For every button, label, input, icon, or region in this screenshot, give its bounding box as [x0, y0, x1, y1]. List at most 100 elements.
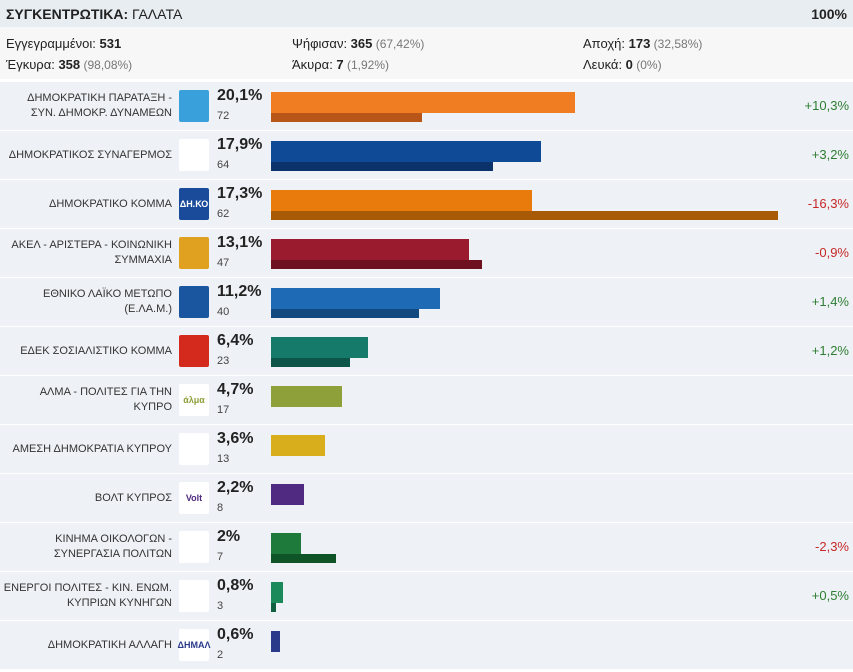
- party-name: ΑΛΜΑ - ΠΟΛΙΤΕΣ ΓΙΑ ΤΗΝ ΚΥΠΡΟ: [39, 386, 172, 413]
- previous-result-bar: [271, 554, 336, 563]
- current-result-bar: [271, 190, 533, 211]
- current-result-bar: [271, 141, 542, 162]
- party-name: ΔΗΜΟΚΡΑΤΙΚΟ ΚΟΜΜΑ: [49, 197, 172, 210]
- party-percent: 17,3%: [217, 185, 263, 202]
- party-votes: 8: [217, 502, 224, 514]
- change-value: +1,4%: [811, 294, 849, 309]
- party-row[interactable]: ΑΚΕΛ - ΑΡΙΣΤΕΡΑ - ΚΟΙΝΩΝΙΚΗ ΣΥΜΜΑΧΙΑ 13,1…: [0, 229, 853, 278]
- change-value: +1,2%: [811, 343, 849, 358]
- party-row[interactable]: ΕΘΝΙΚΟ ΛΑΪΚΟ ΜΕΤΩΠΟ (Ε.ΛΑ.Μ.) 11,2% 40 +1,4…: [0, 278, 853, 327]
- party-votes: 64: [217, 159, 230, 171]
- previous-result-bar: [271, 113, 422, 122]
- party-votes: 13: [217, 453, 230, 465]
- current-result-bar: [271, 435, 326, 456]
- elam-logo-icon: [179, 286, 209, 318]
- party-row[interactable]: ΑΜΕΣΗ ΔΗΜΟΚΡΑΤΙΑ ΚΥΠΡΟΥ 3,6% 13: [0, 425, 853, 474]
- party-votes: 62: [217, 208, 230, 220]
- party-row[interactable]: ΒΟΛΤ ΚΥΠΡΟΣ Volt 2,2% 8: [0, 474, 853, 523]
- previous-result-bar: [271, 260, 483, 269]
- previous-result-bar: [271, 211, 779, 220]
- valid-stat: Έγκυρα: 358 (98,08%): [6, 57, 133, 72]
- title-rest: ΓΑΛΑΤΑ: [128, 5, 183, 22]
- current-result-bar: [271, 239, 469, 260]
- party-name: ΔΗΜΟΚΡΑΤΙΚΗ ΑΛΛΑΓΗ: [47, 638, 172, 651]
- counted-percent: 100%: [811, 5, 847, 22]
- akel-logo-icon: [179, 237, 209, 269]
- voted-stat: Ψήφισαν: 365 (67,42%): [292, 36, 425, 51]
- party-name: ΔΗΜΟΚΡΑΤΙΚΗ ΠΑΡΑΤΑΞΗ - ΣΥΝ. ΔΗΜΟΚΡ. ΔΥΝΑ…: [27, 92, 172, 119]
- party-votes: 3: [217, 600, 224, 612]
- current-result-bar: [271, 631, 281, 652]
- party-name: ΔΗΜΟΚΡΑΤΙΚΟΣ ΣΥΝΑΓΕΡΜΟΣ: [8, 148, 172, 161]
- party-row[interactable]: ΕΝΕΡΓΟΙ ΠΟΛΙΤΕΣ - ΚΙΝ. ΕΝΩΜ. ΚΥΠΡΙΩΝ ΚΥΝ…: [0, 572, 853, 621]
- diko-logo-icon: ΔΗ.ΚΟ: [179, 188, 209, 220]
- invalid-stat: Άκυρα: 7 (1,92%): [292, 57, 390, 72]
- disy-logo-icon: [179, 139, 209, 171]
- change-value: +10,3%: [804, 98, 849, 113]
- title-bar: ΣΥΓΚΕΝΤΡΩΤΙΚΑ: ΓΑΛΑΤΑ 100%: [0, 0, 853, 27]
- edek-logo-icon: [179, 335, 209, 367]
- party-row[interactable]: ΑΛΜΑ - ΠΟΛΙΤΕΣ ΓΙΑ ΤΗΝ ΚΥΠΡΟ άλμα 4,7% 17: [0, 376, 853, 425]
- current-result-bar: [271, 533, 302, 554]
- abstain-stat: Αποχή: 173 (32,58%): [583, 36, 703, 51]
- energoi-logo-icon: [179, 580, 209, 612]
- previous-result-bar: [271, 358, 350, 367]
- dimal-logo-icon: ΔΗΜΑΛ: [178, 629, 210, 661]
- change-value: +3,2%: [811, 147, 849, 162]
- party-votes: 72: [217, 110, 230, 122]
- party-percent: 11,2%: [217, 283, 262, 300]
- previous-result-bar: [271, 309, 419, 318]
- ecologists-logo-icon: [179, 531, 209, 563]
- party-row[interactable]: ΔΗΜΟΚΡΑΤΙΚΟΣ ΣΥΝΑΓΕΡΜΟΣ 17,9% 64 +3,2%: [0, 131, 853, 180]
- party-percent: 3,6%: [217, 430, 254, 447]
- current-result-bar: [271, 484, 305, 505]
- party-percent: 2,2%: [217, 479, 254, 496]
- party-name: ΕΘΝΙΚΟ ΛΑΪΚΟ ΜΕΤΩΠΟ (Ε.ΛΑ.Μ.): [43, 288, 172, 315]
- party-name: ΑΜΕΣΗ ΔΗΜΟΚΡΑΤΙΑ ΚΥΠΡΟΥ: [12, 442, 172, 455]
- current-result-bar: [271, 288, 441, 309]
- title-bold: ΣΥΓΚΕΝΤΡΩΤΙΚΑ:: [6, 5, 129, 22]
- party-percent: 13,1%: [217, 234, 263, 251]
- volt-logo-icon: Volt: [179, 482, 209, 514]
- change-value: -2,3%: [815, 539, 849, 554]
- party-percent: 6,4%: [217, 332, 254, 349]
- party-votes: 17: [217, 404, 230, 416]
- page-title: ΣΥΓΚΕΝΤΡΩΤΙΚΑ: ΓΑΛΑΤΑ: [6, 6, 182, 22]
- registered-stat: Εγγεγραμμένοι: 531: [6, 36, 122, 51]
- party-row[interactable]: ΔΗΜΟΚΡΑΤΙΚΗ ΠΑΡΑΤΑΞΗ - ΣΥΝ. ΔΗΜΟΚΡ. ΔΥΝΑ…: [0, 82, 853, 131]
- previous-result-bar: [271, 162, 493, 171]
- party-row[interactable]: ΔΗΜΟΚΡΑΤΙΚΟ ΚΟΜΜΑ ΔΗ.ΚΟ 17,3% 62 -16,3%: [0, 180, 853, 229]
- party-votes: 23: [217, 355, 230, 367]
- current-result-bar: [271, 337, 368, 358]
- party-votes: 7: [217, 551, 224, 563]
- party-votes: 2: [217, 649, 224, 661]
- current-result-bar: [271, 386, 342, 407]
- party-percent: 2%: [217, 528, 241, 545]
- change-value: +0,5%: [811, 588, 849, 603]
- party-votes: 40: [217, 306, 230, 318]
- party-name: ΕΝΕΡΓΟΙ ΠΟΛΙΤΕΣ - ΚΙΝ. ΕΝΩΜ. ΚΥΠΡΙΩΝ ΚΥΝ…: [3, 582, 172, 609]
- party-name: ΑΚΕΛ - ΑΡΙΣΤΕΡΑ - ΚΟΙΝΩΝΙΚΗ ΣΥΜΜΑΧΙΑ: [11, 239, 172, 266]
- party-row[interactable]: ΔΗΜΟΚΡΑΤΙΚΗ ΑΛΛΑΓΗ ΔΗΜΑΛ 0,6% 2: [0, 621, 853, 670]
- party-row[interactable]: ΚΙΝΗΜΑ ΟΙΚΟΛΟΓΩΝ - ΣΥΝΕΡΓΑΣΙΑ ΠΟΛΙΤΩΝ 2% 7…: [0, 523, 853, 572]
- current-result-bar: [271, 582, 284, 603]
- party-name: ΕΔΕΚ ΣΟΣΙΑΛΙΣΤΙΚΟ ΚΟΜΜΑ: [20, 344, 172, 357]
- party-percent: 20,1%: [217, 87, 263, 104]
- previous-result-bar: [271, 603, 276, 612]
- party-row[interactable]: ΕΔΕΚ ΣΟΣΙΑΛΙΣΤΙΚΟ ΚΟΜΜΑ 6,4% 23 +1,2%: [0, 327, 853, 376]
- change-value: -0,9%: [815, 245, 849, 260]
- party-votes: 47: [217, 257, 230, 269]
- party-percent: 0,8%: [217, 577, 254, 594]
- dipa-logo-icon: [179, 90, 209, 122]
- change-value: -16,3%: [807, 196, 849, 211]
- current-result-bar: [271, 92, 575, 113]
- amesi-logo-icon: [179, 433, 209, 465]
- alma-logo-icon: άλμα: [179, 384, 209, 416]
- party-percent: 4,7%: [217, 381, 254, 398]
- party-name: ΚΙΝΗΜΑ ΟΙΚΟΛΟΓΩΝ - ΣΥΝΕΡΓΑΣΙΑ ΠΟΛΙΤΩΝ: [53, 533, 172, 560]
- blank-stat: Λευκά: 0 (0%): [583, 57, 662, 72]
- party-percent: 17,9%: [217, 136, 263, 153]
- party-name: ΒΟΛΤ ΚΥΠΡΟΣ: [94, 491, 172, 504]
- party-percent: 0,6%: [217, 626, 254, 643]
- stats-panel: Εγγεγραμμένοι: 531 Ψήφισαν: 365 (67,42%)…: [0, 27, 853, 79]
